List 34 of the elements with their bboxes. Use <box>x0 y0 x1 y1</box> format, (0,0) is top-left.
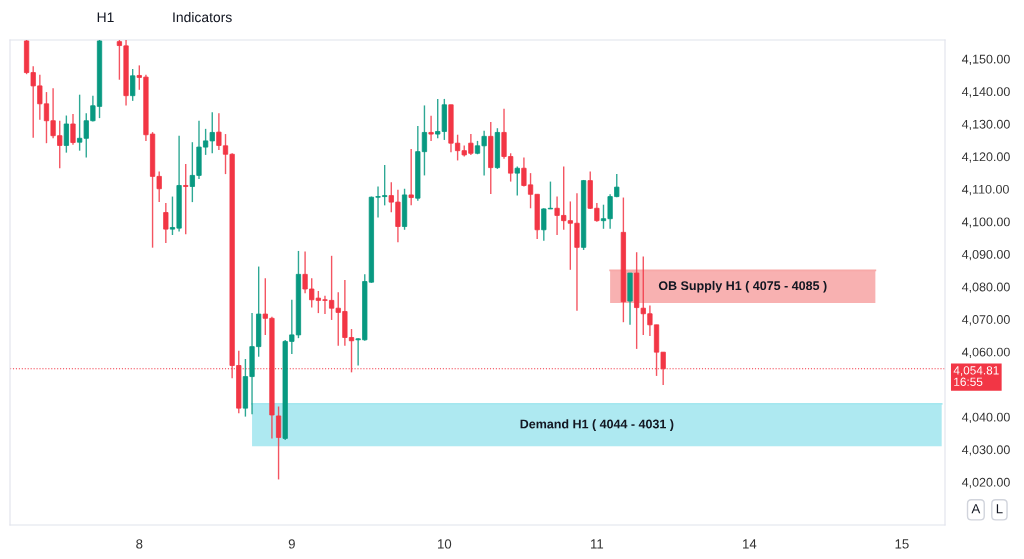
y-tick-label: 4,070.00 <box>961 315 1010 326</box>
y-tick-label: 4,060.00 <box>961 347 1010 358</box>
candlestick <box>514 165 520 197</box>
y-tick-label: 4,130.00 <box>961 119 1010 131</box>
y-tick-label: 4,040.00 <box>961 412 1010 424</box>
x-tick-label: 14 <box>743 539 757 549</box>
x-tick-label: 9 <box>288 539 295 549</box>
text: H1 <box>97 12 114 23</box>
y-tick-label: 4,020.00 <box>961 477 1010 489</box>
series-label: OB Supply H1 ( 4075 - 4085 ) <box>658 280 827 293</box>
series-label: Demand H1 ( 4044 - 4031 ) <box>520 419 674 431</box>
candlestick <box>428 115 434 142</box>
x-tick-label: 10 <box>438 539 452 549</box>
x-tick-label: 8 <box>136 539 143 549</box>
text: L <box>996 504 1003 514</box>
candlestick <box>130 68 136 102</box>
text: Indicators <box>173 11 232 23</box>
candlestick <box>183 163 189 236</box>
y-tick-label: 4,140.00 <box>961 87 1010 98</box>
candlestick <box>408 148 414 207</box>
y-tick-label: 4,120.00 <box>961 152 1010 163</box>
y-tick-label: 4,110.00 <box>961 184 1009 196</box>
x-tick-label: 11 <box>591 539 604 549</box>
text: A <box>971 504 981 514</box>
y-tick-label: 4,100.00 <box>961 217 1010 228</box>
y-tick-label: 4,150.00 <box>961 54 1010 66</box>
x-tick-label: 15 <box>895 539 909 549</box>
y-tick-label: 4,080.00 <box>961 282 1010 293</box>
y-tick-label: 4,030.00 <box>961 445 1010 456</box>
candlestick <box>163 202 169 244</box>
candlestick <box>63 114 69 154</box>
ref-line-label: 4,054.81 16:55 <box>953 366 999 386</box>
y-tick-label: 4,090.00 <box>961 249 1010 261</box>
candlestick <box>70 113 76 146</box>
